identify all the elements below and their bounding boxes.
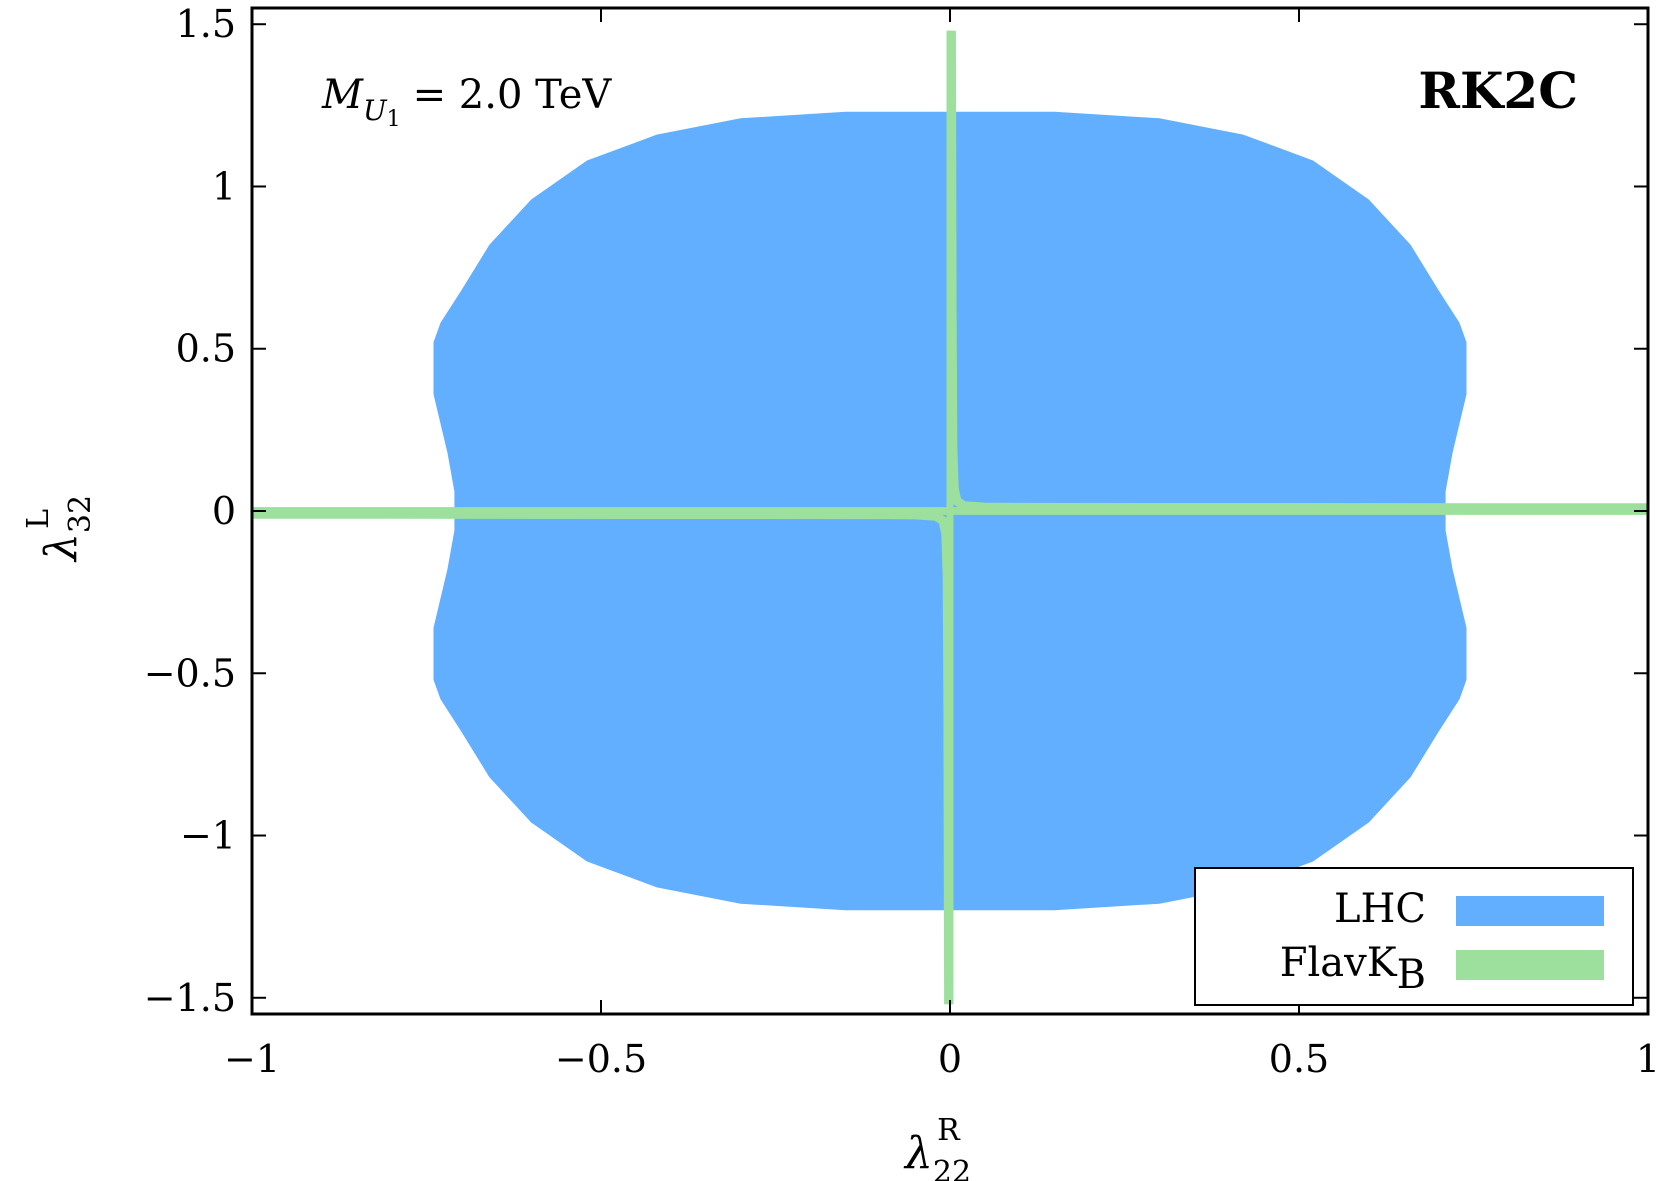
legend-label-flav: FlavKB xyxy=(1280,940,1426,998)
plot-area xyxy=(252,30,1648,1005)
mass-subscript: U xyxy=(363,94,388,127)
scenario-label: RK2C xyxy=(1418,61,1578,120)
legend-label-flav-sub: B xyxy=(1397,952,1426,998)
x-tick-label: 0 xyxy=(938,1037,962,1081)
mass-subsubscript: 1 xyxy=(387,107,401,132)
mass-symbol: M xyxy=(321,72,364,118)
x-axis-label-sub: 22 xyxy=(933,1155,971,1181)
x-axis-label-sup: R xyxy=(937,1113,961,1148)
y-tick-label: −1.5 xyxy=(144,976,236,1020)
x-axis: −1 −0.5 0 0.5 1 xyxy=(224,8,1658,1081)
legend-swatch-flav xyxy=(1456,950,1604,980)
x-tick-label: 0.5 xyxy=(1269,1037,1329,1081)
y-tick-label: −0.5 xyxy=(144,651,236,695)
legend-label-lhc: LHC xyxy=(1334,886,1426,932)
y-tick-label: 0 xyxy=(212,489,236,533)
x-axis-label-base: λ xyxy=(903,1128,933,1179)
flav-hyperbola-upper xyxy=(946,30,1648,513)
y-axis: 1.5 1 0.5 0 −0.5 −1 −1.5 xyxy=(144,2,1648,1020)
mass-annotation: MU1 = 2.0 TeV xyxy=(321,72,612,132)
flav-vertical-band xyxy=(946,30,954,1005)
y-tick-label: 1.5 xyxy=(176,2,236,46)
y-axis-label-sup: L xyxy=(21,509,56,529)
y-tick-label: 0.5 xyxy=(176,327,236,371)
flav-hyperbola-lower xyxy=(252,509,954,1005)
y-axis-label-sub: 32 xyxy=(63,495,98,533)
legend: LHC FlavKB xyxy=(1194,867,1634,1006)
x-tick-label: −1 xyxy=(224,1037,280,1081)
y-axis-label-base: λ xyxy=(36,533,87,563)
y-tick-label: 1 xyxy=(212,164,236,208)
legend-swatch-lhc xyxy=(1456,896,1604,926)
y-axis-label: λ32 L xyxy=(21,495,98,563)
x-axis-label: λ22 R xyxy=(903,1113,971,1181)
x-tick-label: −0.5 xyxy=(555,1037,647,1081)
x-tick-label: 1 xyxy=(1636,1037,1658,1081)
mass-value: = 2.0 TeV xyxy=(413,72,613,118)
legend-box xyxy=(1194,867,1634,1006)
legend-label-flav-base: FlavK xyxy=(1280,940,1398,986)
y-tick-label: −1 xyxy=(180,814,236,858)
